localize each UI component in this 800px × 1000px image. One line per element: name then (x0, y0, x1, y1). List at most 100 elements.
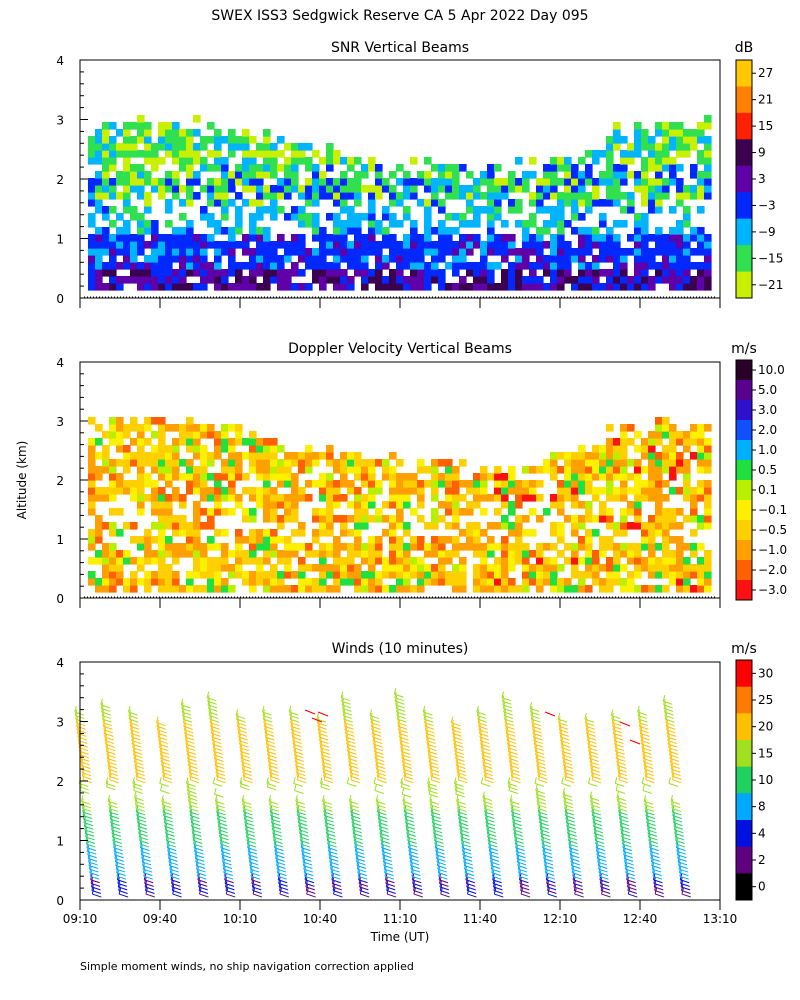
snr-cell (578, 227, 586, 235)
snr-cell (186, 136, 194, 144)
doppler-cell (662, 522, 670, 530)
doppler-cell (585, 501, 593, 509)
snr-cell (186, 171, 194, 179)
doppler-cell (515, 480, 523, 488)
doppler-cell (599, 515, 607, 523)
snr-cell (648, 234, 656, 242)
doppler-cell (613, 550, 621, 558)
doppler-cell (270, 494, 278, 502)
snr-cell (424, 213, 432, 221)
snr-cell (172, 269, 180, 277)
snr-cell (445, 241, 453, 249)
snr-cell (298, 255, 306, 263)
snr-cell (662, 241, 670, 249)
wind-barb-feather (411, 872, 421, 877)
wind-barb-feather (116, 875, 127, 880)
snr-cell (501, 248, 509, 256)
snr-cell (704, 269, 712, 277)
doppler-cell (347, 452, 355, 460)
snr-cell (613, 269, 621, 277)
snr-cell (515, 199, 523, 207)
wind-barb-feather (264, 725, 274, 730)
snr-cell (151, 150, 159, 158)
doppler-cell (144, 473, 152, 481)
doppler-cell (277, 557, 285, 565)
wind-barb-feather (141, 857, 151, 862)
snr-cell (284, 255, 292, 263)
snr-cell (375, 192, 383, 200)
snr-cell (186, 129, 194, 137)
wind-barb-feather (207, 700, 217, 705)
snr-cell (228, 199, 236, 207)
wind-barb-feather (506, 740, 517, 745)
wind-barb-feather (355, 854, 365, 859)
doppler-cell (662, 543, 670, 551)
doppler-cell (655, 487, 663, 495)
snr-cell (368, 157, 376, 165)
wind-barb-feather (369, 715, 380, 720)
doppler-cell (305, 550, 313, 558)
snr-cell (550, 157, 558, 165)
doppler-cell (123, 550, 131, 558)
doppler-cell (578, 501, 586, 509)
snr-cell (634, 171, 642, 179)
doppler-cell (452, 578, 460, 586)
doppler-cell (319, 564, 327, 572)
wind-barb-feather (218, 829, 228, 834)
doppler-cell (88, 466, 96, 474)
wind-barb (261, 705, 265, 713)
doppler-cell (438, 515, 446, 523)
doppler-cell (151, 431, 159, 439)
doppler-cell (326, 494, 334, 502)
doppler-cell (585, 564, 593, 572)
wind-barb-feather (587, 740, 597, 745)
doppler-cell (529, 487, 537, 495)
doppler-cell (669, 459, 677, 467)
doppler-cell (571, 452, 579, 460)
doppler-cell (151, 557, 159, 565)
snr-cell (515, 276, 523, 284)
wind-barb-feather (586, 729, 596, 734)
wind-barb-feather (508, 790, 519, 794)
doppler-cell (284, 585, 292, 593)
snr-cell (333, 185, 341, 193)
snr-cell (102, 269, 110, 277)
snr-cell (424, 262, 432, 270)
wind-barb-feather (376, 804, 386, 809)
wind-barb-feather (485, 822, 496, 827)
doppler-cell (151, 459, 159, 467)
wind-barb-feather (131, 740, 141, 745)
snr-cell (347, 157, 355, 165)
wind-barb-feather (318, 729, 328, 734)
snr-cell (417, 171, 425, 179)
figure-title: SWEX ISS3 Sedgwick Reserve CA 5 Apr 2022… (211, 8, 588, 24)
wind-barb-feather (535, 757, 546, 762)
snr-cell (88, 276, 96, 284)
wind-barb-feather (462, 850, 472, 855)
doppler-cell (662, 585, 670, 593)
snr-cell (249, 220, 257, 228)
doppler-cell (284, 536, 292, 544)
doppler-cell (613, 522, 621, 530)
doppler-cell (326, 452, 334, 460)
doppler-cell (361, 515, 369, 523)
doppler-cell (508, 487, 516, 495)
snr-cell (298, 192, 306, 200)
doppler-cell (592, 550, 600, 558)
wind-barb-feather (214, 757, 224, 762)
doppler-cell (389, 585, 397, 593)
doppler-cell (291, 480, 299, 488)
wind-barb-feather (538, 815, 548, 819)
doppler-cell (347, 501, 355, 509)
doppler-cell (312, 515, 320, 523)
snr-cell (186, 220, 194, 228)
doppler-cell (221, 424, 229, 432)
snr-cell (368, 227, 376, 235)
doppler-cell (606, 480, 614, 488)
doppler-cell (704, 557, 712, 565)
wind-barb-feather (624, 861, 634, 866)
snr-cell (249, 150, 257, 158)
snr-cell (340, 157, 348, 165)
wind-barb-feather (109, 811, 119, 816)
snr-cell (88, 150, 96, 158)
